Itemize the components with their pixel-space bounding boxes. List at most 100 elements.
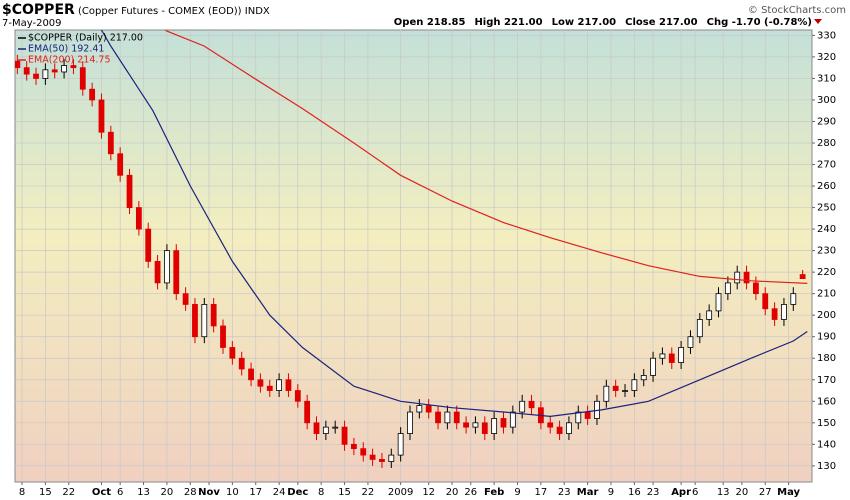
candle-body xyxy=(379,458,385,462)
ema-line xyxy=(164,30,808,284)
candle-body xyxy=(509,411,516,428)
candle-body xyxy=(743,271,750,284)
x-tick-label: 26 xyxy=(464,487,477,498)
y-tick-label: 190 xyxy=(817,332,836,343)
y-tick-label: 180 xyxy=(817,353,836,364)
legend-entry: $COPPER (Daily) 217.00 xyxy=(28,33,143,44)
candle-body xyxy=(107,131,114,155)
candle-body xyxy=(575,411,582,424)
candle-body xyxy=(706,310,713,320)
y-tick-label: 240 xyxy=(817,224,836,235)
x-tick-label: 22 xyxy=(362,487,375,498)
quote-item: Chg -1.70 (-0.78%) xyxy=(707,17,812,28)
candle-body xyxy=(612,385,619,391)
x-tick-label: Oct xyxy=(92,487,111,498)
y-tick-label: 170 xyxy=(817,375,836,386)
axes: 130 140 150 160 170 180 190 200 210 220 230 240 250 2… xyxy=(19,30,836,498)
quote-item: Close 217.00 xyxy=(625,17,697,28)
candle-body xyxy=(341,426,348,445)
candle-body xyxy=(182,293,189,305)
x-tick-label: Apr xyxy=(671,487,691,498)
y-tick-label: 150 xyxy=(817,418,836,429)
y-tick-label: 220 xyxy=(817,267,836,278)
x-tick-label: 13 xyxy=(717,487,730,498)
candle-body xyxy=(89,88,96,101)
candle-body xyxy=(444,411,451,424)
x-tick-label: 28 xyxy=(184,487,197,498)
x-tick-label: 13 xyxy=(137,487,150,498)
candle-body xyxy=(519,400,526,413)
x-tick-label: 2009 xyxy=(388,487,413,498)
x-tick-label: Feb xyxy=(484,487,504,498)
down-arrow xyxy=(814,19,822,24)
y-tick-label: 250 xyxy=(817,203,836,214)
candle-body xyxy=(584,411,591,419)
candle-body xyxy=(799,274,806,280)
x-tick-label: 27 xyxy=(759,487,772,498)
legend-entry: EMA(50) 192.41 xyxy=(28,44,104,55)
x-tick-label: 22 xyxy=(62,487,75,498)
candle-body xyxy=(668,353,675,363)
quote-item: Low 217.00 xyxy=(552,17,617,28)
candle-body xyxy=(257,379,264,387)
candle-body xyxy=(360,448,367,456)
candle-body xyxy=(70,65,77,69)
candle-body xyxy=(332,426,339,429)
y-tick-label: 230 xyxy=(817,246,836,257)
candle-body xyxy=(407,411,413,434)
x-tick-label: 8 xyxy=(318,487,324,498)
candle-body xyxy=(98,99,105,133)
y-tick-label: 200 xyxy=(817,310,836,321)
candle-body xyxy=(762,293,769,310)
candle-body xyxy=(472,422,479,428)
x-tick-label: 8 xyxy=(19,487,25,498)
candle-body xyxy=(135,207,142,230)
candle-body xyxy=(547,422,554,428)
candle-body xyxy=(33,73,39,79)
candle-body xyxy=(313,422,320,434)
candle-body xyxy=(220,325,226,348)
y-tick-label: 210 xyxy=(817,289,836,300)
candle-body xyxy=(304,400,311,424)
candle-body xyxy=(481,422,488,434)
x-tick-label: May xyxy=(777,487,800,498)
candle-body xyxy=(416,405,423,413)
x-tick-label: 9 xyxy=(514,487,520,498)
y-tick-label: 280 xyxy=(817,138,836,149)
x-tick-label: 23 xyxy=(558,487,571,498)
plot-area xyxy=(14,29,813,483)
chart-subtitle: (Copper Futures - COMEX (EOD)) INDX xyxy=(78,6,270,17)
candle-body xyxy=(622,390,628,392)
quote-item: High 221.00 xyxy=(474,17,542,28)
y-tick-label: 130 xyxy=(817,461,836,472)
marks xyxy=(15,30,808,469)
y-tick-label: 320 xyxy=(817,52,836,63)
candle-body xyxy=(79,67,86,90)
x-tick-label: 20 xyxy=(446,487,459,498)
candle-body xyxy=(724,282,731,295)
candle-body xyxy=(696,319,703,338)
x-tick-label: Dec xyxy=(287,487,308,498)
x-tick-label: 6 xyxy=(117,487,123,498)
x-tick-label: 17 xyxy=(535,487,548,498)
candle-body xyxy=(15,60,21,69)
candle-body xyxy=(453,411,460,424)
candle-body xyxy=(61,65,67,73)
x-tick-label: Mar xyxy=(577,487,599,498)
candle-body xyxy=(640,375,647,381)
candle-body xyxy=(687,336,694,348)
candle-body xyxy=(397,433,404,456)
candle-body xyxy=(500,418,507,428)
x-tick-label: 12 xyxy=(422,487,435,498)
candle-body xyxy=(463,422,469,428)
legend-entry: EMA(200) 214.75 xyxy=(28,55,111,66)
x-tick-label: 20 xyxy=(161,487,174,498)
candle-body xyxy=(771,308,778,320)
x-tick-label: 10 xyxy=(226,487,239,498)
candle-body xyxy=(650,357,656,376)
candle-body xyxy=(388,454,395,462)
candle-body xyxy=(238,357,245,370)
candle-body xyxy=(556,426,563,434)
x-tick-label: 15 xyxy=(39,487,52,498)
